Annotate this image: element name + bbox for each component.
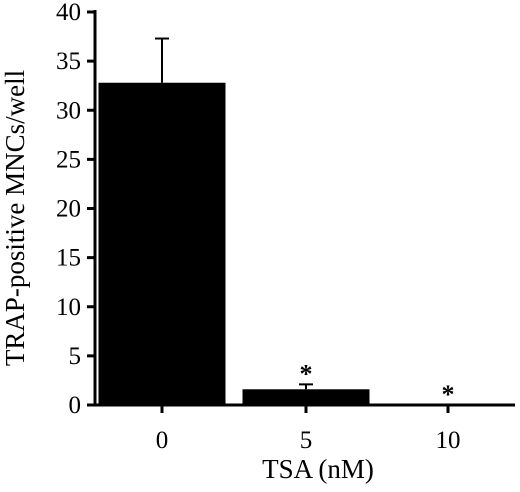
bar bbox=[242, 389, 370, 405]
bars-group bbox=[98, 82, 370, 406]
x-axis-label: TSA (nM) bbox=[262, 454, 374, 484]
y-tick-label: 10 bbox=[56, 294, 81, 321]
x-tick-label: 10 bbox=[436, 427, 461, 454]
x-ticks-group: 0 5 10 bbox=[156, 405, 461, 454]
error-bars-group bbox=[155, 37, 313, 390]
y-tick-label: 30 bbox=[56, 97, 81, 124]
y-tick-label: 15 bbox=[56, 245, 81, 272]
y-tick-label: 40 bbox=[56, 0, 81, 26]
y-tick-label: 35 bbox=[56, 48, 81, 75]
y-tick-label: 20 bbox=[56, 196, 81, 223]
y-tick-label: 25 bbox=[56, 146, 81, 173]
y-axis-label: TRAP-positive MNCs/well bbox=[0, 70, 30, 366]
significance-marker: * bbox=[300, 359, 313, 388]
y-ticks-group: 0 5 10 15 20 25 30 35 40 bbox=[56, 0, 95, 419]
significance-markers-group: ** bbox=[300, 359, 455, 409]
x-tick-label: 0 bbox=[156, 427, 169, 454]
significance-marker: * bbox=[442, 380, 455, 409]
bar bbox=[98, 82, 226, 406]
y-tick-label: 5 bbox=[69, 343, 82, 370]
y-tick-label: 0 bbox=[69, 392, 82, 419]
x-tick-label: 5 bbox=[300, 427, 313, 454]
